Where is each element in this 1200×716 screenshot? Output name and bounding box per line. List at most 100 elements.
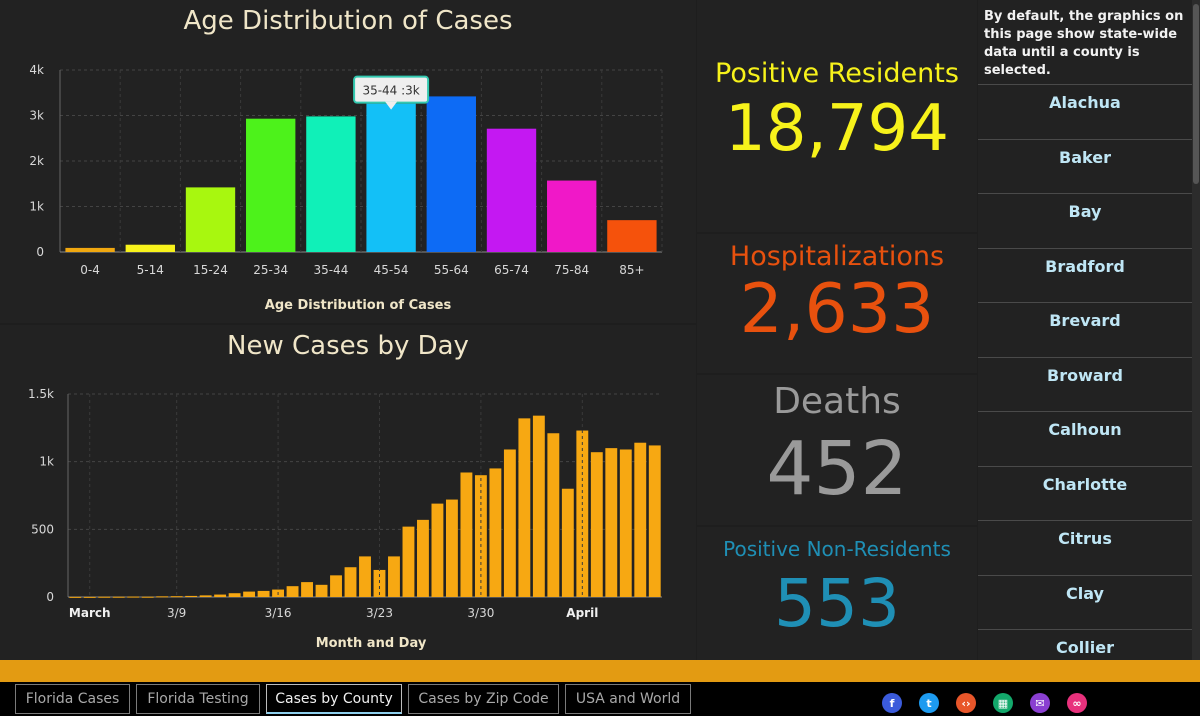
daily-bar [185,595,198,597]
x-tick-label: 3/30 [467,606,494,620]
y-tick-label: 0 [46,590,54,604]
daily-bar [547,433,560,597]
tab-bar: Florida Cases Florida Testing Cases by C… [0,682,1200,716]
daily-bar [359,556,371,597]
daily-bar [127,596,140,598]
daily-bar [561,488,574,597]
x-tick-label: 15-24 [193,263,228,277]
bar-75-84 [547,180,597,252]
tab-florida-cases[interactable]: Florida Cases [15,684,130,714]
x-tick-label: March [69,606,111,620]
daily-bar [98,596,111,598]
scrollbar-thumb[interactable] [1193,4,1199,184]
county-item-charlotte[interactable]: Charlotte [978,465,1192,521]
tooltip-pointer [385,101,398,110]
daily-bar [532,415,545,597]
county-list[interactable]: By default, the graphics on this page sh… [978,0,1192,660]
county-item-bradford[interactable]: Bradford [978,247,1192,303]
embed-icon[interactable]: ‹› [956,693,976,713]
county-item-broward[interactable]: Broward [978,356,1192,412]
x-tick-label: 65-74 [494,263,529,277]
tab-cases-by-zip-code[interactable]: Cases by Zip Code [408,684,559,714]
daily-bar [431,503,444,597]
y-tick-label: 2k [29,154,44,168]
daily-bar [83,596,96,598]
daily-bar [474,475,487,597]
x-axis-title: Month and Day [316,636,427,651]
bar-25-34 [246,118,296,252]
x-tick-label: April [566,606,598,620]
daily-bar [518,418,531,597]
tab-florida-testing[interactable]: Florida Testing [136,684,260,714]
daily-bar [503,449,516,597]
tab-usa-and-world[interactable]: USA and World [565,684,691,714]
daily-bar [388,556,400,597]
bar-45-54 [366,103,416,252]
facebook-icon[interactable]: f [882,693,902,713]
daily-bar [257,590,270,597]
daily-bar [112,596,125,598]
daily-bar [460,472,473,597]
x-tick-label: 3/23 [366,606,393,620]
hospitalizations-label: Hospitalizations [729,241,945,272]
daily-cases-panel: New Cases by Day 0 500 1k 1.5k March 3/9 3/16 3… [0,325,696,660]
daily-bar [286,586,299,597]
positive-residents-indicator: Positive Residents 18,794 [697,0,977,232]
bar-55-64 [426,96,476,252]
email-icon[interactable]: ✉ [1030,693,1050,713]
x-tick-label: 45-54 [374,263,409,277]
age-distribution-panel: Age Distribution of Cases 0 1k 2k 3k 4k 0-4 5-… [0,0,696,323]
county-list-note: By default, the graphics on this page sh… [984,9,1184,78]
county-item-alachua[interactable]: Alachua [978,84,1192,139]
daily-bar [301,582,313,597]
y-tick-label: 0 [36,245,44,259]
daily-bar [156,596,169,598]
county-item-brevard[interactable]: Brevard [978,302,1192,357]
daily-bar [373,569,386,597]
daily-bar [417,519,429,597]
tooltip-text: 35-44 :3k [362,84,419,98]
daily-bar [228,593,241,597]
daily-cases-chart: 0 500 1k 1.5k March 3/9 3/16 3/23 3/30 April Month… [28,387,662,651]
bar-85+ [607,220,657,252]
x-tick-label: 55-64 [434,263,469,277]
y-tick-label: 1k [39,455,54,469]
y-tick-label: 3k [29,109,44,123]
twitter-icon[interactable]: t [919,693,939,713]
x-axis-title: Age Distribution of Cases [265,298,452,313]
x-tick-label: 5-14 [137,263,164,277]
county-item-calhoun[interactable]: Calhoun [978,411,1192,466]
county-item-clay[interactable]: Clay [978,574,1192,630]
y-tick-label: 500 [31,522,54,536]
county-item-citrus[interactable]: Citrus [978,520,1192,575]
county-item-baker[interactable]: Baker [978,138,1192,194]
y-tick-label: 1k [29,200,44,214]
x-tick-label: 35-44 [313,263,348,277]
daily-bar [605,448,618,597]
daily-bar [402,526,415,597]
county-item-collier[interactable]: Collier [978,629,1192,660]
qr-code-icon[interactable]: ▦ [993,693,1013,713]
x-tick-label: 25-34 [253,263,288,277]
bar-35-44 [306,116,356,252]
x-tick-label: 3/16 [265,606,292,620]
non-residents-label: Positive Non-Residents [723,537,951,561]
county-item-bay[interactable]: Bay [978,193,1192,248]
daily-bar [69,596,82,598]
non-residents-indicator: Positive Non-Residents 553 [697,527,977,660]
deaths-value: 452 [766,426,908,512]
age-distribution-chart: 0 1k 2k 3k 4k 0-4 5-14 15-24 25-34 35-44 45-54 55-6… [29,63,663,313]
positive-residents-value: 18,794 [725,92,949,166]
deaths-indicator: Deaths 452 [697,375,977,525]
bar-65-74 [486,128,537,252]
tab-cases-by-county[interactable]: Cases by County [266,684,402,714]
bar-5-14 [125,244,175,252]
y-tick-label: 4k [29,63,44,77]
county-list-scrollbar[interactable] [1192,0,1200,660]
x-tick-label: 3/9 [167,606,186,620]
daily-bar [214,594,227,597]
daily-bar [634,442,647,597]
link-icon[interactable]: ∞ [1067,693,1087,713]
daily-bar [141,596,154,598]
daily-bar [445,499,458,597]
